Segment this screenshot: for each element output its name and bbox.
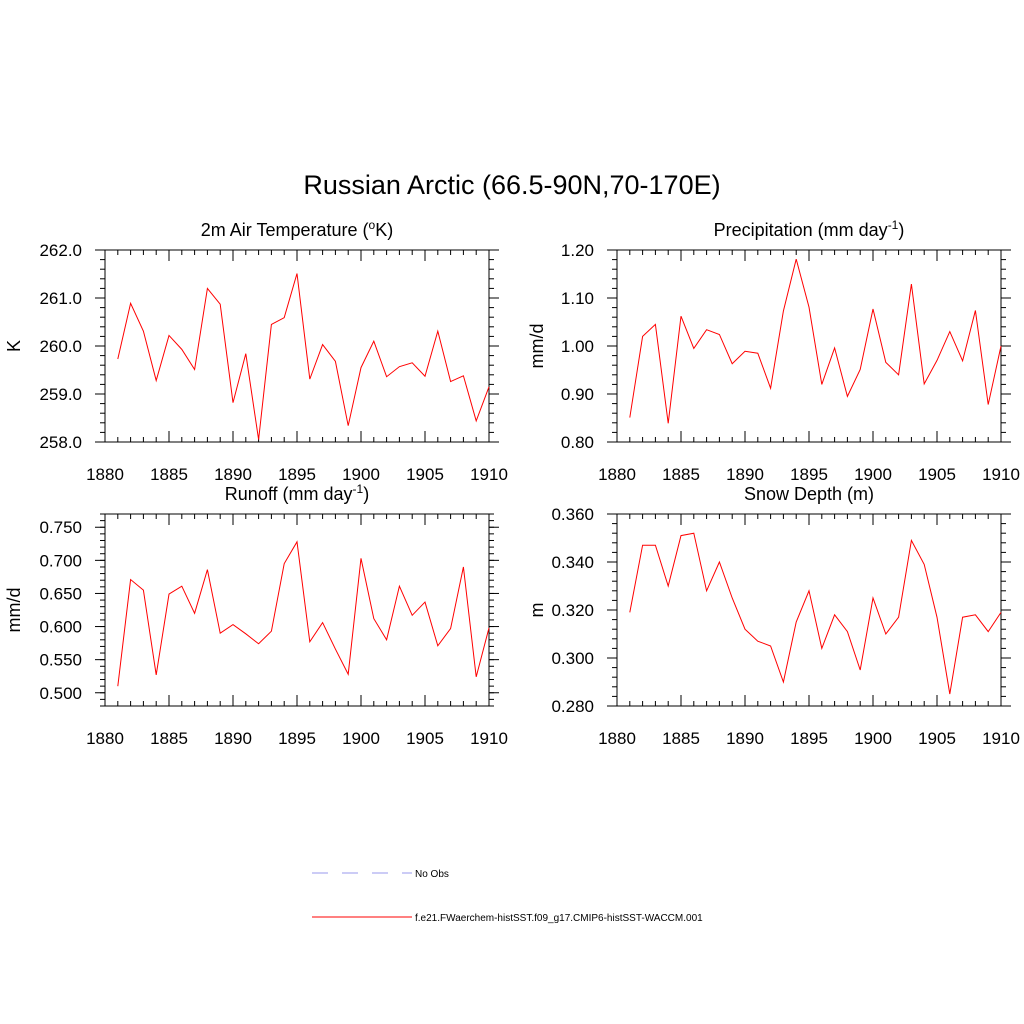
y-tick-label: 0.90	[561, 385, 594, 404]
panel-title: Precipitation (mm day-1)	[714, 218, 905, 240]
panel-title-superscript: -1	[888, 218, 899, 232]
x-tick-label: 1905	[918, 729, 956, 748]
panel-title: Snow Depth (m)	[744, 484, 874, 504]
series-line	[629, 532, 1002, 695]
x-tick-label: 1890	[214, 465, 252, 484]
x-tick-label: 1900	[854, 729, 892, 748]
y-axis-label: mm/d	[527, 324, 547, 369]
panel-title-text: Snow Depth (m)	[744, 484, 874, 504]
x-tick-label: 1900	[854, 465, 892, 484]
y-tick-label: 0.80	[561, 433, 594, 452]
y-tick-label: 0.300	[551, 649, 594, 668]
legend-label: f.e21.FWaerchem-histSST.f09_g17.CMIP6-hi…	[415, 913, 703, 924]
panel-title-suffix: )	[898, 220, 904, 240]
panel-title: Runoff (mm day-1)	[225, 482, 369, 504]
x-tick-label: 1910	[470, 729, 508, 748]
y-tick-label: 1.10	[561, 289, 594, 308]
y-axis-label: mm/d	[4, 588, 24, 633]
legend-label: No Obs	[415, 869, 449, 880]
series-line	[629, 258, 1002, 424]
x-tick-label: 1885	[662, 729, 700, 748]
x-tick-label: 1910	[470, 465, 508, 484]
x-tick-label: 1885	[662, 465, 700, 484]
x-tick-label: 1895	[278, 729, 316, 748]
figure-title: Russian Arctic (66.5-90N,70-170E)	[303, 170, 720, 200]
x-tick-label: 1890	[726, 465, 764, 484]
y-tick-label: 0.320	[551, 601, 594, 620]
x-tick-label: 1895	[790, 465, 828, 484]
panel-title-suffix: )	[363, 484, 369, 504]
x-tick-label: 1900	[342, 729, 380, 748]
y-tick-label: 1.20	[561, 241, 594, 260]
panel-title: 2m Air Temperature (oK)	[201, 218, 393, 240]
x-tick-label: 1910	[982, 465, 1020, 484]
series-line	[117, 540, 490, 687]
x-tick-label: 1885	[150, 465, 188, 484]
y-axis-label: m	[527, 603, 547, 618]
legend: No Obs f.e21.FWaerchem-histSST.f09_g17.CM…	[312, 869, 703, 924]
y-tick-label: 0.700	[39, 551, 82, 570]
x-tick-label: 1905	[918, 465, 956, 484]
panel-title-superscript: o	[369, 218, 376, 232]
x-tick-label: 1880	[598, 729, 636, 748]
chart-panel-2: Precipitation (mm day-1) 1880 1885 1890 1895…	[527, 218, 1020, 484]
chart-panel-4: Snow Depth (m) 1880 1885 1890 1895 1900 1905 19…	[527, 484, 1020, 748]
series-line	[117, 273, 490, 440]
y-tick-label: 0.750	[39, 518, 82, 537]
chart-panel-3: Runoff (mm day-1) 1880 1885 1890 1895 1900 190…	[4, 482, 508, 748]
panel-title-text: 2m Air Temperature (	[201, 220, 369, 240]
x-tick-label: 1895	[278, 465, 316, 484]
y-axis-label: K	[4, 340, 24, 352]
x-tick-label: 1895	[790, 729, 828, 748]
x-tick-label: 1880	[86, 465, 124, 484]
y-tick-label: 0.600	[39, 618, 82, 637]
panel-title-text: Runoff (mm day	[225, 484, 353, 504]
y-tick-label: 1.00	[561, 337, 594, 356]
plot-frame	[104, 249, 490, 443]
x-tick-label: 1900	[342, 465, 380, 484]
panel-title-text: Precipitation (mm day	[714, 220, 888, 240]
y-tick-label: 260.0	[39, 337, 82, 356]
y-tick-label: 0.280	[551, 697, 594, 716]
y-tick-label: 0.340	[551, 553, 594, 572]
x-tick-label: 1890	[214, 729, 252, 748]
x-tick-label: 1880	[86, 729, 124, 748]
panel-title-suffix: K)	[375, 220, 393, 240]
x-tick-label: 1910	[982, 729, 1020, 748]
y-tick-label: 0.550	[39, 651, 82, 670]
x-tick-label: 1890	[726, 729, 764, 748]
y-tick-label: 258.0	[39, 433, 82, 452]
panels-group: 2m Air Temperature (oK)1880 1885 1890 1895 1…	[4, 218, 1020, 748]
y-tick-label: 0.360	[551, 505, 594, 524]
y-tick-label: 261.0	[39, 289, 82, 308]
x-tick-label: 1885	[150, 729, 188, 748]
y-tick-label: 262.0	[39, 241, 82, 260]
x-tick-label: 1905	[406, 729, 444, 748]
panel-title-superscript: -1	[353, 482, 364, 496]
y-tick-label: 0.650	[39, 584, 82, 603]
chart-panel-1: 2m Air Temperature (oK) 1880 1885 1890 1895 1…	[4, 218, 508, 484]
x-tick-label: 1880	[598, 465, 636, 484]
x-tick-label: 1905	[406, 465, 444, 484]
y-tick-label: 0.500	[39, 684, 82, 703]
plot-frame	[616, 513, 1002, 707]
y-tick-label: 259.0	[39, 385, 82, 404]
